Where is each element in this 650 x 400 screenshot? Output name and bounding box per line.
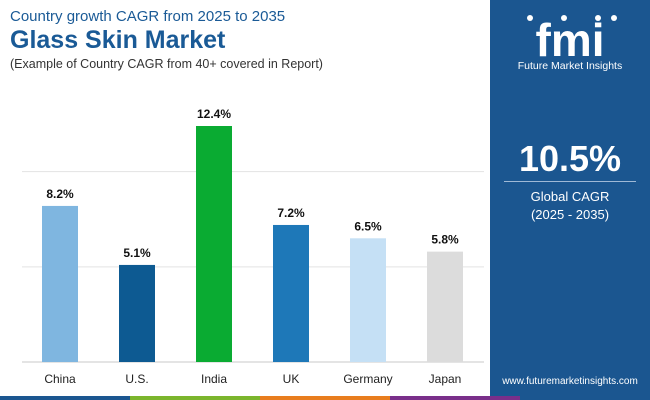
bar-uk <box>273 224 309 362</box>
footer-stripe-segment-4 <box>520 396 650 400</box>
bar-chart: 8.2% China 5.1% U.S. 12.4% India 7.2% UK 6.5% Ger… <box>22 107 484 386</box>
value-label-china: 8.2% <box>46 187 74 201</box>
chart-note: (Example of Country CAGR from 40+ covere… <box>10 57 323 71</box>
website-url[interactable]: www.futuremarketinsights.com <box>502 376 638 387</box>
value-label-india: 12.4% <box>197 107 231 121</box>
global-cagr-label: Global CAGR (2025 - 2035) <box>490 188 650 224</box>
footer-stripe-segment-0 <box>0 396 130 400</box>
category-label-india: India <box>201 372 227 386</box>
category-label-germany: Germany <box>343 372 392 386</box>
fmi-logo: fmi <box>527 14 617 66</box>
footer-stripe-segment-1 <box>130 396 260 400</box>
value-label-us: 5.1% <box>123 246 151 260</box>
bar-germany <box>350 238 386 362</box>
category-label-us: U.S. <box>125 372 148 386</box>
footer-stripe-segment-2 <box>260 396 390 400</box>
footer-stripe-segment-3 <box>390 396 520 400</box>
global-cagr-caption: Global CAGR <box>530 189 610 204</box>
value-label-uk: 7.2% <box>277 206 305 220</box>
bar-india <box>196 126 232 362</box>
side-panel: fmi Future Market Insights 10.5% Global … <box>490 0 650 400</box>
bar-china <box>42 205 78 362</box>
category-label-uk: UK <box>283 372 300 386</box>
bar-us <box>119 264 155 362</box>
global-cagr-period: (2025 - 2035) <box>530 207 610 222</box>
footer-stripe <box>0 396 650 400</box>
brand-name: Future Market Insights <box>517 60 623 72</box>
panel-divider <box>504 181 636 182</box>
bar-japan <box>427 251 463 362</box>
category-label-china: China <box>44 372 76 386</box>
global-cagr-value: 10.5% <box>518 138 622 179</box>
category-label-japan: Japan <box>429 372 462 386</box>
value-label-germany: 6.5% <box>354 219 382 233</box>
chart-title: Glass Skin Market <box>10 26 226 54</box>
chart-header: Country growth CAGR from 2025 to 2035 Gl… <box>10 8 323 72</box>
logo-text: fmi <box>536 14 605 66</box>
chart-subtitle: Country growth CAGR from 2025 to 2035 <box>10 8 286 25</box>
value-label-japan: 5.8% <box>431 233 459 247</box>
